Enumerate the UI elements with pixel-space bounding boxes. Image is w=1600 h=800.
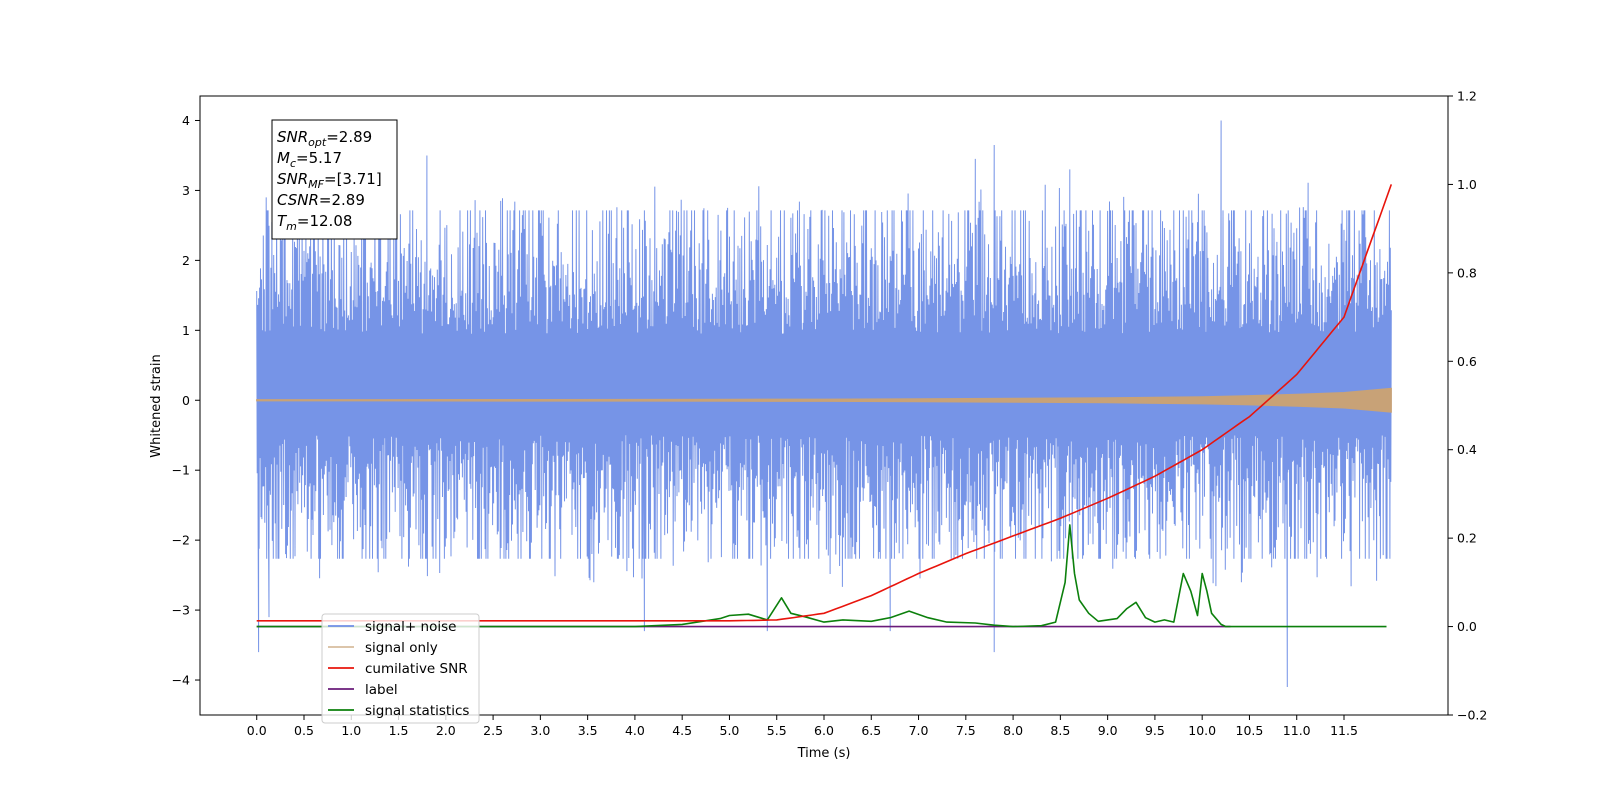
y2-tick-label: 0.8 bbox=[1457, 265, 1477, 280]
legend-label: signal statistics bbox=[365, 703, 469, 719]
x-axis-title: Time (s) bbox=[797, 746, 851, 761]
legend-label: label bbox=[365, 682, 398, 698]
x-tick-label: 5.0 bbox=[720, 723, 740, 738]
legend: signal+ noise signal only cumilative SNR la… bbox=[321, 613, 480, 724]
y-axis-title: Whitened strain bbox=[149, 354, 164, 457]
series-signal-only bbox=[256, 387, 1392, 413]
x-tick-label: 1.5 bbox=[389, 723, 409, 738]
info-box-frame bbox=[271, 119, 398, 240]
x-tick-label: 3.0 bbox=[530, 723, 550, 738]
x-tick-label: 10.5 bbox=[1236, 723, 1264, 738]
info-line: Mc=5.17 bbox=[277, 149, 342, 170]
y-tick-label: 3 bbox=[182, 183, 190, 198]
x-tick-label: 7.5 bbox=[956, 723, 976, 738]
info-line: CSNR=2.89 bbox=[277, 191, 365, 209]
x-tick-label: 2.5 bbox=[483, 723, 503, 738]
series-signal-noise bbox=[256, 120, 1392, 688]
y2-tick-label: 1.0 bbox=[1457, 177, 1477, 192]
y2-tick-label: 0.6 bbox=[1457, 354, 1477, 369]
x-tick-label: 11.0 bbox=[1283, 723, 1311, 738]
x-tick-label: 6.0 bbox=[814, 723, 834, 738]
x-tick-label: 4.5 bbox=[672, 723, 692, 738]
info-line: SNRMF=[3.71] bbox=[277, 170, 382, 191]
x-tick-label: 1.0 bbox=[341, 723, 361, 738]
x-tick-label: 0.5 bbox=[294, 723, 314, 738]
series-signal-statistics bbox=[256, 524, 1387, 628]
x-tick-label: 6.5 bbox=[861, 723, 881, 738]
info-line: Tm=12.08 bbox=[277, 212, 352, 233]
y-tick-label: −1 bbox=[172, 463, 190, 478]
series-cumulative-snr bbox=[256, 184, 1393, 622]
y2-tick-label: −0.2 bbox=[1457, 708, 1487, 723]
x-tick-label: 2.0 bbox=[436, 723, 456, 738]
x-tick-label: 0.0 bbox=[247, 723, 267, 738]
y-tick-label: −3 bbox=[172, 603, 190, 618]
y-tick-label: −2 bbox=[172, 533, 190, 548]
legend-label: signal only bbox=[365, 640, 438, 656]
y2-tick-label: 0.0 bbox=[1457, 619, 1477, 634]
y2-tick-label: 0.2 bbox=[1457, 531, 1477, 546]
y-tick-label: 1 bbox=[182, 323, 190, 338]
y-tick-label: 4 bbox=[182, 113, 190, 128]
y-tick-label: −4 bbox=[172, 673, 190, 688]
x-tick-label: 3.5 bbox=[578, 723, 598, 738]
legend-label: signal+ noise bbox=[365, 619, 456, 635]
y-tick-label: 0 bbox=[182, 393, 190, 408]
x-tick-label: 8.0 bbox=[1003, 723, 1023, 738]
x-tick-label: 5.5 bbox=[767, 723, 787, 738]
x-tick-label: 9.5 bbox=[1145, 723, 1165, 738]
legend-frame bbox=[321, 613, 480, 724]
x-tick-label: 8.5 bbox=[1050, 723, 1070, 738]
x-tick-label: 11.5 bbox=[1330, 723, 1358, 738]
ticks-layer: 0.0 0.5 1.0 1.5 2.0 2.5 3.0 3.5 4.0 4.5 5.0 5.5 6.0 6… bbox=[172, 89, 1488, 739]
y2-tick-label: 1.2 bbox=[1457, 89, 1477, 104]
y-tick-label: 2 bbox=[182, 253, 190, 268]
x-tick-label: 7.0 bbox=[909, 723, 929, 738]
info-line: SNRopt=2.89 bbox=[277, 128, 372, 149]
y2-tick-label: 0.4 bbox=[1457, 442, 1477, 457]
x-tick-label: 4.0 bbox=[625, 723, 645, 738]
x-tick-label: 9.0 bbox=[1098, 723, 1118, 738]
legend-label: cumilative SNR bbox=[365, 661, 468, 677]
x-tick-label: 10.0 bbox=[1188, 723, 1216, 738]
